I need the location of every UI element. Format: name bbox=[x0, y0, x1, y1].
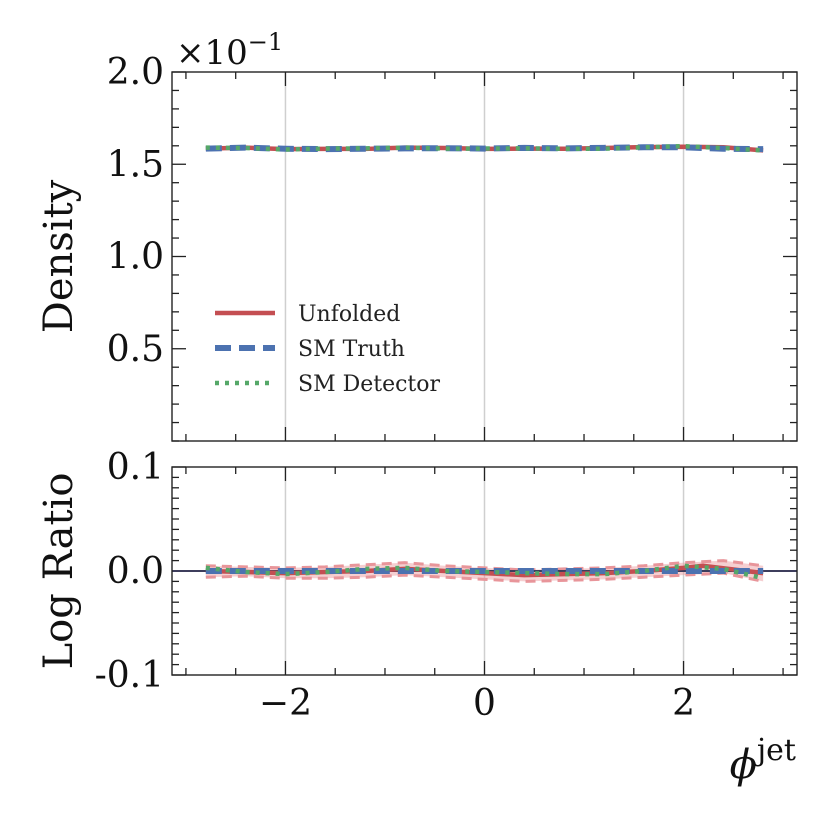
y-tick-label: 0.1 bbox=[107, 447, 164, 488]
y-tick-label: 1.0 bbox=[107, 237, 164, 278]
y-multiplier: ×10−1 bbox=[176, 28, 283, 73]
x-axis-title-superscript: jet bbox=[754, 733, 796, 768]
uncertainty-band-upper-edge bbox=[205, 559, 764, 572]
series-line-sm-detector bbox=[205, 143, 764, 153]
series-line-sm-truth bbox=[205, 144, 764, 153]
y-tick-label: -0.1 bbox=[95, 655, 164, 696]
x-tick-label: 2 bbox=[672, 683, 695, 724]
ratio-panel: -0.1 0.0 0.1 −2 0 2 Log Ratio ϕjet bbox=[36, 447, 798, 788]
y-axis-title: Density bbox=[36, 179, 82, 333]
ratio-plot-frame bbox=[171, 466, 798, 676]
y-tick-label: 0.5 bbox=[107, 329, 164, 370]
y-tick-label: 0.0 bbox=[107, 551, 164, 592]
x-tick-label: −2 bbox=[259, 683, 312, 724]
x-axis-title: ϕjet bbox=[730, 733, 796, 788]
density-panel: 0.5 1.0 1.5 2.0 Density ×10−1 bbox=[36, 28, 798, 442]
legend: Unfolded SM Truth SM Detector bbox=[215, 302, 441, 397]
y-tick-label: 2.0 bbox=[107, 52, 164, 93]
legend-label: Unfolded bbox=[298, 302, 400, 327]
y-multiplier-exponent: −1 bbox=[248, 28, 283, 56]
x-tick-label: 0 bbox=[473, 683, 496, 724]
legend-label: SM Truth bbox=[298, 337, 405, 362]
y-tick-label: 1.5 bbox=[107, 144, 164, 185]
legend-label: SM Detector bbox=[298, 372, 441, 397]
series-line-sm-detector bbox=[205, 563, 764, 581]
y-axis-title: Log Ratio bbox=[36, 473, 82, 670]
density-plot-frame bbox=[171, 71, 798, 442]
uncertainty-band-lower-edge bbox=[205, 571, 764, 583]
